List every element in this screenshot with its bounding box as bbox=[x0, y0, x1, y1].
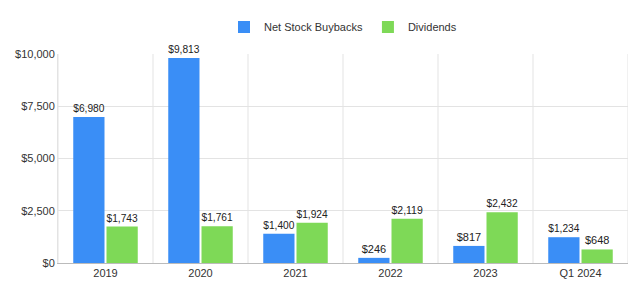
svg-text:$817: $817 bbox=[457, 231, 481, 243]
svg-text:$1,761: $1,761 bbox=[202, 212, 234, 223]
svg-text:2020: 2020 bbox=[188, 267, 212, 279]
svg-text:Net Stock Buybacks: Net Stock Buybacks bbox=[264, 21, 363, 33]
svg-text:$1,924: $1,924 bbox=[297, 209, 329, 220]
svg-text:2019: 2019 bbox=[93, 267, 117, 279]
svg-text:2022: 2022 bbox=[378, 267, 402, 279]
svg-text:$6,980: $6,980 bbox=[73, 103, 105, 114]
svg-text:$2,432: $2,432 bbox=[487, 198, 519, 209]
svg-text:$2,500: $2,500 bbox=[21, 205, 55, 217]
svg-text:$7,500: $7,500 bbox=[21, 100, 55, 112]
svg-text:Q1 2024: Q1 2024 bbox=[559, 267, 601, 279]
svg-text:$1,234: $1,234 bbox=[548, 223, 580, 234]
svg-text:Dividends: Dividends bbox=[408, 21, 457, 33]
svg-text:$5,000: $5,000 bbox=[21, 152, 55, 164]
svg-text:2021: 2021 bbox=[283, 267, 307, 279]
svg-text:$2,119: $2,119 bbox=[392, 205, 423, 216]
svg-text:$246: $246 bbox=[362, 243, 386, 255]
svg-text:$648: $648 bbox=[585, 234, 609, 246]
svg-text:2023: 2023 bbox=[473, 267, 497, 279]
svg-text:$1,400: $1,400 bbox=[263, 220, 295, 231]
svg-text:$10,000: $10,000 bbox=[15, 48, 55, 60]
svg-text:$0: $0 bbox=[43, 257, 55, 269]
svg-text:$1,743: $1,743 bbox=[107, 213, 139, 224]
svg-text:$9,813: $9,813 bbox=[168, 44, 200, 55]
